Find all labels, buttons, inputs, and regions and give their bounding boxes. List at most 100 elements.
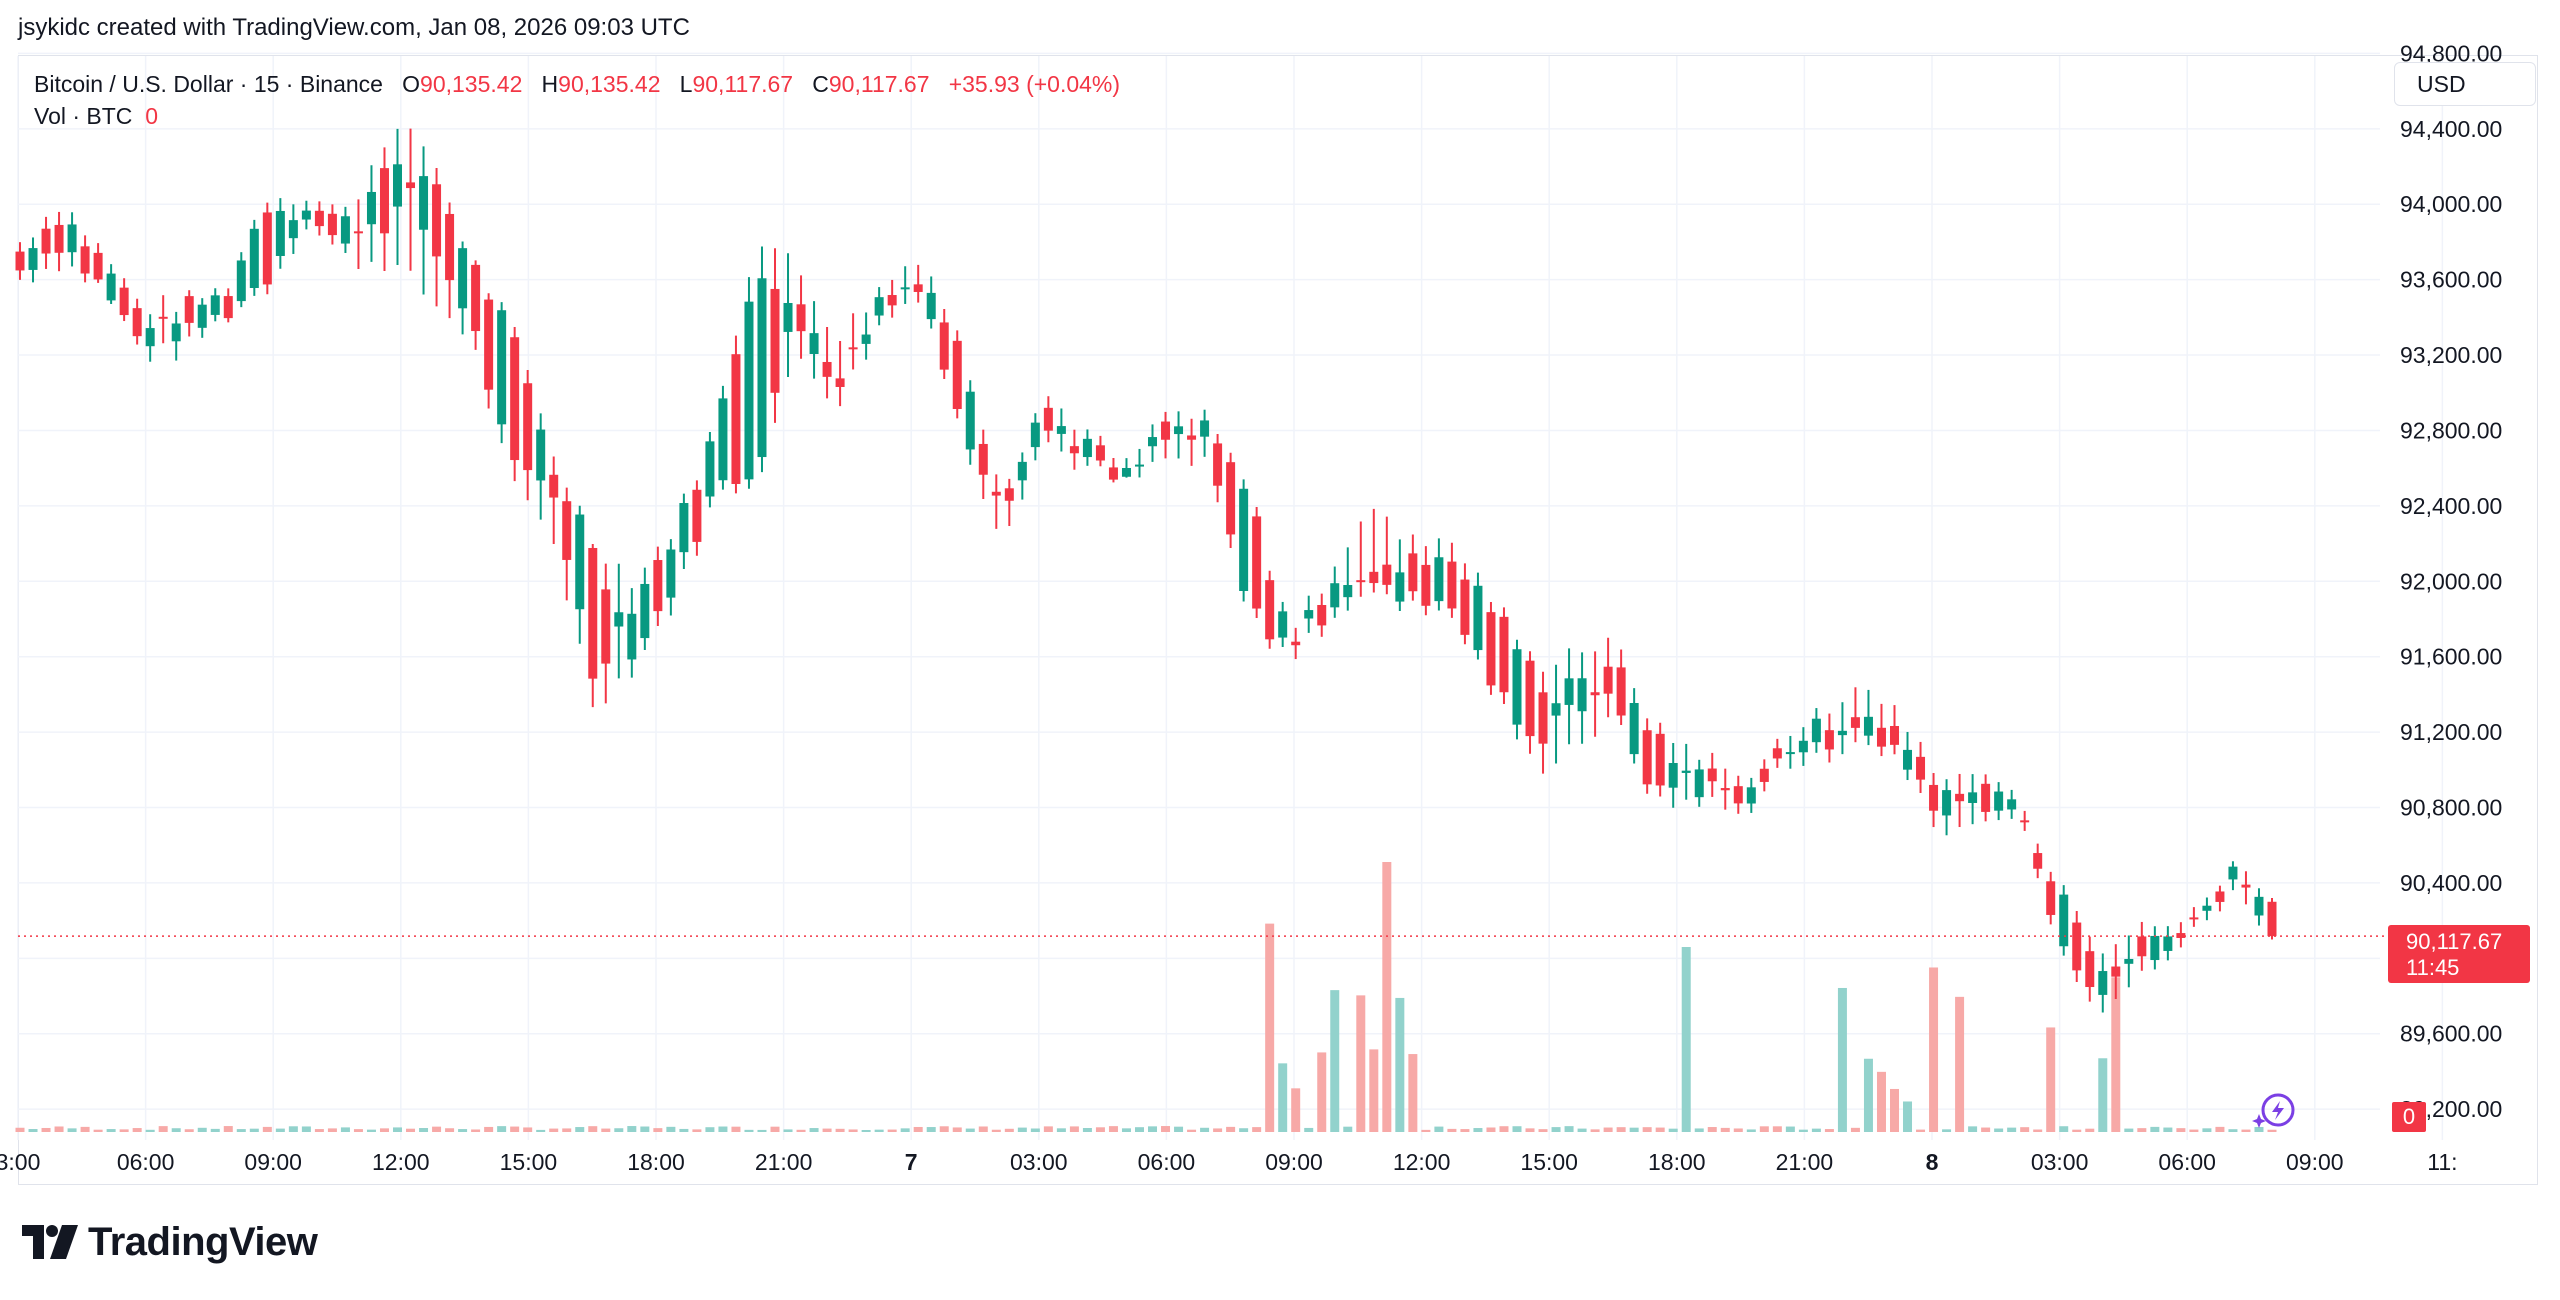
tradingview-brand[interactable]: TradingView — [22, 1219, 318, 1264]
candle-body — [197, 304, 207, 328]
candle-body — [1863, 716, 1873, 736]
volume-bar — [1408, 1054, 1418, 1132]
candle-body — [770, 288, 780, 393]
candle-body — [132, 308, 142, 337]
volume-bar — [1720, 1127, 1730, 1132]
candle-body — [731, 354, 741, 484]
volume-bar — [1265, 923, 1275, 1132]
legend-symbol[interactable]: Bitcoin / U.S. Dollar · 15 · Binance — [34, 71, 383, 97]
candle-body — [1343, 585, 1353, 598]
legend-change: +35.93 (+0.04%) — [948, 71, 1121, 97]
volume-bar — [1824, 1129, 1834, 1132]
candle-body — [562, 501, 572, 560]
candle-body — [2111, 966, 2121, 977]
candle-body — [497, 310, 507, 425]
x-axis-tick-label: 11: — [2427, 1149, 2457, 1175]
candle-body — [80, 246, 90, 274]
volume-bar — [1889, 1088, 1899, 1132]
volume-bar — [366, 1129, 376, 1132]
candle-body — [288, 220, 298, 239]
volume-bar — [1850, 1127, 1860, 1132]
candle-body — [1551, 703, 1561, 716]
volume-bar — [510, 1126, 520, 1132]
volume-bar — [1069, 1126, 1079, 1132]
volume-bar — [2150, 1126, 2160, 1132]
volume-bar — [744, 1129, 754, 1132]
volume-bar — [705, 1127, 715, 1132]
volume-bar — [353, 1129, 363, 1132]
candle-body — [2059, 894, 2069, 947]
volume-bar — [1317, 1052, 1327, 1132]
volume-bar — [887, 1129, 897, 1132]
candle-body — [106, 273, 116, 301]
candle-body — [15, 251, 25, 271]
candle-body — [1837, 730, 1847, 736]
candlestick-chart[interactable]: 94,800.0094,400.0094,000.0093,600.0093,2… — [0, 0, 2560, 1190]
volume-bar — [874, 1129, 884, 1132]
candle-body — [1876, 727, 1886, 747]
volume-bar — [1994, 1128, 2004, 1132]
candle-body — [1968, 792, 1978, 803]
x-axis-tick-label: 21:00 — [1776, 1149, 1834, 1175]
candle-body — [314, 210, 324, 227]
candle-body — [223, 296, 233, 319]
volume-bar — [314, 1129, 324, 1132]
candle-body — [1707, 768, 1717, 782]
volume-bar — [1187, 1129, 1197, 1132]
x-axis-tick-label: 15:00 — [500, 1149, 558, 1175]
candle-body — [2098, 971, 2108, 995]
volume-bar — [1082, 1128, 1092, 1132]
y-axis-tick-label: 91,600.00 — [2400, 644, 2502, 670]
volume-bar — [1746, 1129, 1756, 1132]
candle-body — [640, 583, 650, 639]
volume-bar — [2020, 1127, 2030, 1132]
volume-bar — [106, 1129, 116, 1132]
x-axis-tick-label: 7 — [905, 1149, 918, 1175]
x-axis-tick-label: 12:00 — [372, 1149, 430, 1175]
candle-body — [1590, 692, 1600, 696]
volume-bar — [1200, 1127, 1210, 1132]
x-axis-tick-label: 09:00 — [2286, 1149, 2344, 1175]
candle-body — [744, 301, 754, 480]
candle-body — [1356, 580, 1366, 583]
candle-body — [1642, 730, 1652, 785]
volume-bar — [1382, 862, 1392, 1132]
volume-bar — [1330, 990, 1340, 1132]
last-price-label: 90,117.67 11:45 — [2388, 925, 2530, 983]
tradingview-logo-icon — [22, 1225, 78, 1259]
volume-bar — [1434, 1126, 1444, 1132]
candle-body — [1929, 784, 1939, 811]
currency-button[interactable]: USD — [2394, 62, 2536, 106]
candle-body — [236, 260, 246, 302]
legend-volume-value: 0 — [145, 103, 158, 129]
candle-body — [1512, 649, 1522, 725]
candle-body — [393, 164, 403, 207]
volume-bar — [445, 1128, 455, 1132]
sparkle-lightning-icon[interactable] — [2250, 1088, 2296, 1134]
candle-body — [1720, 788, 1730, 791]
candle-body — [54, 224, 64, 253]
candle-body — [1772, 748, 1782, 759]
volume-bar — [2189, 1129, 2199, 1132]
legend-volume-label[interactable]: Vol · BTC — [34, 103, 133, 129]
candle-body — [1994, 791, 2004, 811]
volume-bar — [523, 1127, 533, 1132]
volume-bar — [679, 1128, 689, 1132]
volume-bar — [536, 1129, 546, 1132]
volume-bar — [275, 1128, 285, 1132]
candle-body — [1265, 580, 1275, 640]
volume-bar — [1356, 995, 1366, 1132]
candle-body — [1785, 752, 1795, 755]
candle-body — [1408, 553, 1418, 592]
candle-body — [1798, 740, 1808, 753]
bar-countdown: 11:45 — [2406, 955, 2460, 980]
candle-body — [406, 182, 416, 189]
candle-body — [301, 210, 311, 220]
volume-bar — [119, 1129, 129, 1132]
volume-bar — [627, 1126, 637, 1132]
volume-bar — [1681, 947, 1691, 1132]
candle-body — [1382, 564, 1392, 585]
volume-bar — [327, 1128, 337, 1132]
brand-name: TradingView — [88, 1219, 318, 1264]
x-axis-tick-label: 15:00 — [1520, 1149, 1578, 1175]
